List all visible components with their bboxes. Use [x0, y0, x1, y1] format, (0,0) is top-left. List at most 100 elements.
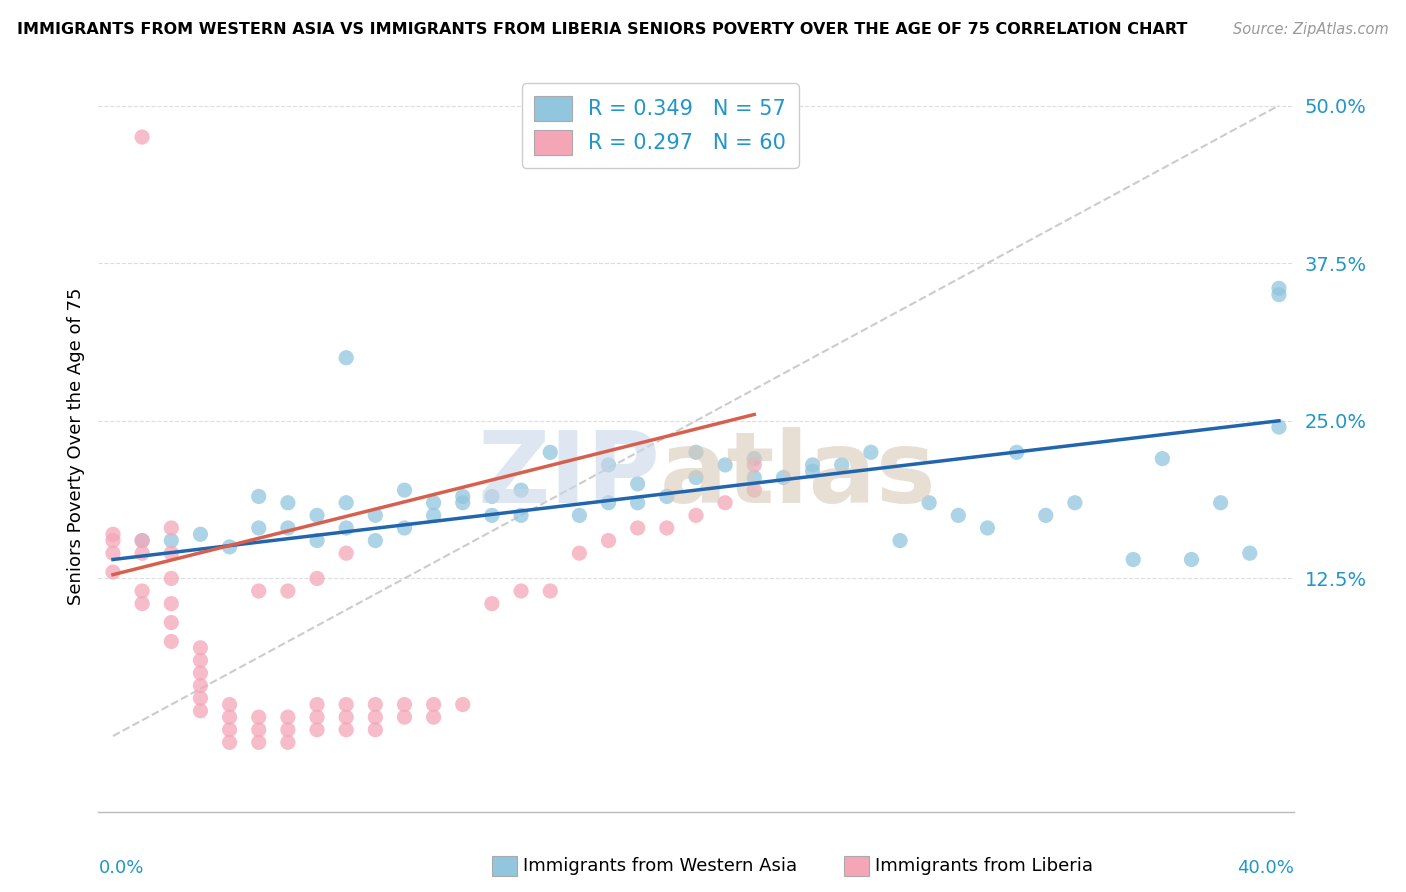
Point [1064, 496, 1087, 510]
Point [1268, 420, 1291, 434]
Point [190, 691, 212, 706]
Point [247, 584, 270, 599]
Point [190, 640, 212, 655]
Point [1035, 508, 1057, 523]
Point [364, 533, 387, 548]
Point [568, 546, 591, 560]
Point [160, 634, 183, 648]
Point [131, 533, 153, 548]
Point [801, 464, 824, 478]
Point [247, 735, 270, 749]
Point [627, 476, 650, 491]
Point [598, 533, 620, 548]
Point [305, 571, 328, 585]
Point [510, 483, 533, 497]
Point [772, 470, 794, 484]
Point [190, 704, 212, 718]
Text: Source: ZipAtlas.com: Source: ZipAtlas.com [1233, 22, 1389, 37]
Point [335, 546, 357, 560]
Point [568, 508, 591, 523]
Text: atlas: atlas [661, 426, 936, 524]
Point [918, 496, 941, 510]
Point [160, 597, 183, 611]
Point [305, 508, 328, 523]
Point [218, 698, 240, 712]
Text: ZIP: ZIP [477, 426, 661, 524]
Point [889, 533, 911, 548]
Point [1152, 451, 1174, 466]
Point [335, 710, 357, 724]
Point [160, 546, 183, 560]
Point [247, 723, 270, 737]
Point [394, 521, 416, 535]
Point [655, 490, 678, 504]
Point [218, 710, 240, 724]
Point [451, 496, 474, 510]
Point [190, 679, 212, 693]
Point [538, 584, 561, 599]
Point [131, 533, 153, 548]
Point [1122, 552, 1144, 566]
Point [598, 458, 620, 472]
Point [131, 546, 153, 560]
Point [101, 533, 124, 548]
Point [190, 653, 212, 667]
Point [277, 496, 299, 510]
Text: IMMIGRANTS FROM WESTERN ASIA VS IMMIGRANTS FROM LIBERIA SENIORS POVERTY OVER THE: IMMIGRANTS FROM WESTERN ASIA VS IMMIGRAN… [17, 22, 1187, 37]
Text: 0.0%: 0.0% [98, 859, 143, 877]
Point [714, 458, 737, 472]
Point [218, 723, 240, 737]
Point [247, 521, 270, 535]
Point [859, 445, 882, 459]
Point [131, 130, 153, 145]
Point [190, 527, 212, 541]
Point [277, 710, 299, 724]
Point [976, 521, 998, 535]
Legend: R = 0.349   N = 57, R = 0.297   N = 60: R = 0.349 N = 57, R = 0.297 N = 60 [522, 83, 799, 168]
Point [160, 521, 183, 535]
Point [1268, 287, 1291, 301]
Point [627, 521, 650, 535]
Point [481, 508, 503, 523]
Point [598, 496, 620, 510]
Point [101, 546, 124, 560]
Text: 40.0%: 40.0% [1237, 859, 1294, 877]
Point [218, 735, 240, 749]
Point [335, 521, 357, 535]
Point [335, 496, 357, 510]
Point [481, 490, 503, 504]
Point [394, 710, 416, 724]
Point [364, 723, 387, 737]
Point [131, 584, 153, 599]
Point [510, 508, 533, 523]
Point [101, 527, 124, 541]
Point [422, 698, 444, 712]
Point [277, 584, 299, 599]
Point [335, 698, 357, 712]
Point [335, 723, 357, 737]
Point [364, 698, 387, 712]
Point [742, 470, 765, 484]
Point [1005, 445, 1028, 459]
Point [538, 445, 561, 459]
Point [481, 597, 503, 611]
Point [742, 451, 765, 466]
Point [742, 458, 765, 472]
Point [160, 615, 183, 630]
Point [364, 710, 387, 724]
Point [1180, 552, 1202, 566]
Point [742, 483, 765, 497]
Point [451, 698, 474, 712]
Point [305, 698, 328, 712]
Point [1239, 546, 1261, 560]
Point [101, 565, 124, 579]
Point [277, 735, 299, 749]
Point [510, 584, 533, 599]
Point [685, 445, 707, 459]
Point [247, 710, 270, 724]
Point [655, 521, 678, 535]
Point [247, 490, 270, 504]
Text: Immigrants from Liberia: Immigrants from Liberia [875, 857, 1092, 875]
Point [394, 483, 416, 497]
Point [160, 533, 183, 548]
